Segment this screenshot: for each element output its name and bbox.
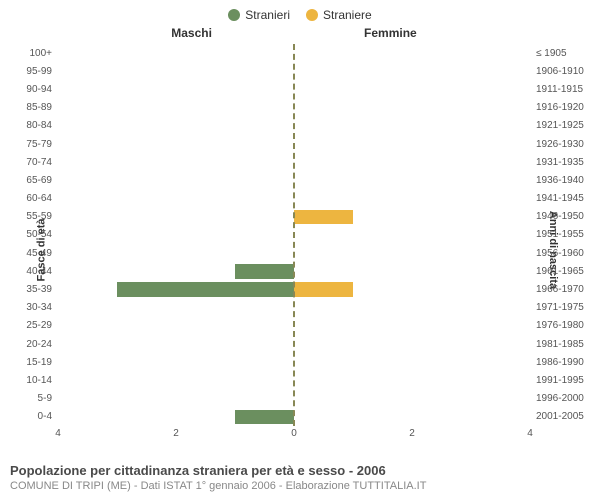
- birth-label: 1966-1970: [536, 284, 584, 295]
- footer-title: Popolazione per cittadinanza straniera p…: [10, 463, 590, 478]
- age-label: 80-84: [26, 120, 52, 131]
- birth-label: 1916-1920: [536, 102, 584, 113]
- birth-label: 1991-1995: [536, 375, 584, 386]
- age-label: 30-34: [26, 302, 52, 313]
- legend-label-female: Straniere: [323, 8, 372, 22]
- footer-subtitle: COMUNE DI TRIPI (ME) - Dati ISTAT 1° gen…: [10, 480, 590, 492]
- x-tick: 4: [527, 428, 533, 439]
- birth-label: 1986-1990: [536, 357, 584, 368]
- age-label: 95-99: [26, 66, 52, 77]
- x-tick: 2: [409, 428, 415, 439]
- x-axis: 4 2 0 2 4: [58, 428, 530, 444]
- legend-swatch-female: [306, 9, 318, 21]
- age-label: 0-4: [38, 411, 52, 422]
- birth-label: 1936-1940: [536, 175, 584, 186]
- birth-label: 1931-1935: [536, 157, 584, 168]
- bar-female: [294, 282, 353, 297]
- age-label: 55-59: [26, 211, 52, 222]
- x-tick: 0: [291, 428, 297, 439]
- age-label: 50-54: [26, 229, 52, 240]
- legend-swatch-male: [228, 9, 240, 21]
- female-header: Femmine: [364, 26, 417, 40]
- legend-label-male: Stranieri: [245, 8, 290, 22]
- bar-male: [235, 264, 294, 279]
- x-tick: 2: [173, 428, 179, 439]
- bar-male: [117, 282, 294, 297]
- age-label: 85-89: [26, 102, 52, 113]
- age-label: 35-39: [26, 284, 52, 295]
- birth-label: 1921-1925: [536, 120, 584, 131]
- age-label: 75-79: [26, 139, 52, 150]
- legend-item-male: Stranieri: [228, 8, 290, 22]
- male-header: Maschi: [171, 26, 212, 40]
- legend-item-female: Straniere: [306, 8, 372, 22]
- birth-label: 1996-2000: [536, 393, 584, 404]
- age-label: 40-44: [26, 266, 52, 277]
- birth-label: 1926-1930: [536, 139, 584, 150]
- age-label: 25-29: [26, 320, 52, 331]
- birth-label: 1946-1950: [536, 211, 584, 222]
- birth-label: 1951-1955: [536, 229, 584, 240]
- age-label: 90-94: [26, 84, 52, 95]
- birth-label: 1941-1945: [536, 193, 584, 204]
- bar-male: [235, 410, 294, 425]
- legend: Stranieri Straniere: [0, 0, 600, 24]
- birth-label: 1976-1980: [536, 320, 584, 331]
- birth-label: ≤ 1905: [536, 48, 567, 59]
- age-label: 45-49: [26, 248, 52, 259]
- age-label: 65-69: [26, 175, 52, 186]
- footer: Popolazione per cittadinanza straniera p…: [10, 463, 590, 492]
- age-label: 70-74: [26, 157, 52, 168]
- birth-label: 1906-1910: [536, 66, 584, 77]
- age-label: 5-9: [38, 393, 52, 404]
- birth-label: 1971-1975: [536, 302, 584, 313]
- x-tick: 4: [55, 428, 61, 439]
- center-line: [293, 44, 295, 426]
- age-label: 10-14: [26, 375, 52, 386]
- age-label: 15-19: [26, 357, 52, 368]
- birth-label: 1956-1960: [536, 248, 584, 259]
- chart-area: Maschi Femmine 100+≤ 190595-991906-19109…: [58, 44, 530, 426]
- age-label: 20-24: [26, 339, 52, 350]
- birth-label: 2001-2005: [536, 411, 584, 422]
- birth-label: 1911-1915: [536, 84, 583, 95]
- bar-female: [294, 210, 353, 225]
- age-label: 100+: [29, 48, 52, 59]
- birth-label: 1981-1985: [536, 339, 584, 350]
- birth-label: 1961-1965: [536, 266, 584, 277]
- age-label: 60-64: [26, 193, 52, 204]
